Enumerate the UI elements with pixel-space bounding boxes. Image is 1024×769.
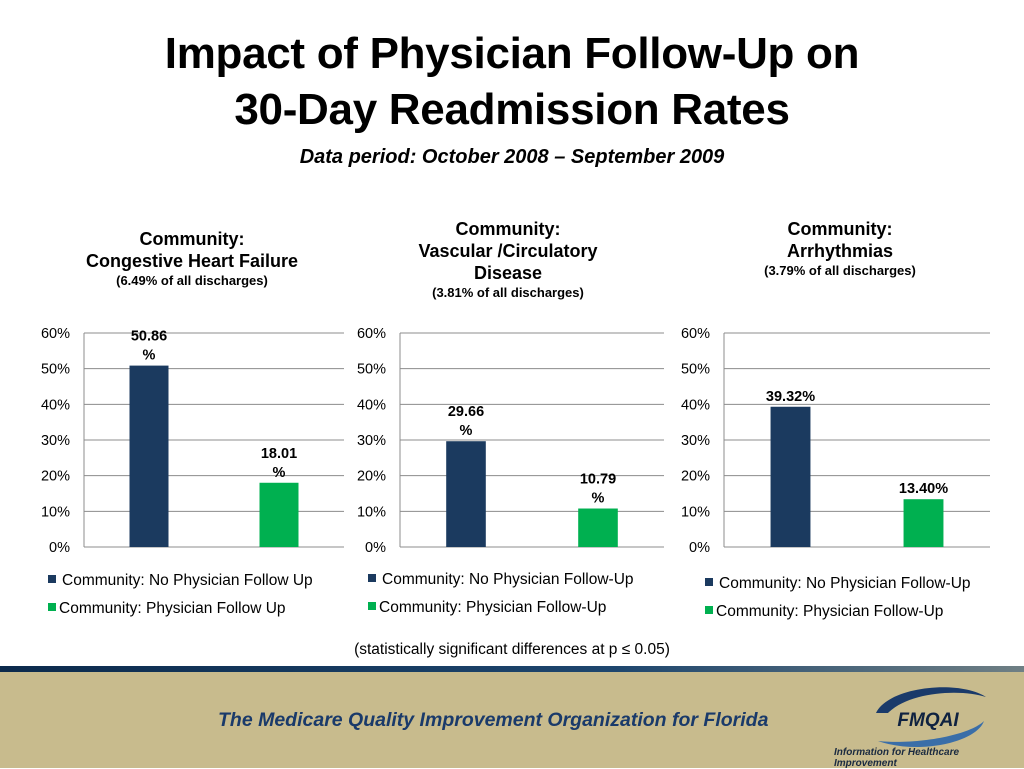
y-tick-label: 60% [681, 326, 710, 342]
panel-heading-line: Arrhythmias [786, 241, 894, 261]
panel-heading-vascular: Community: Vascular /Circulatory Disease… [378, 218, 638, 301]
legend-label: Community: Physician Follow Up [59, 600, 286, 617]
panel-heading-chf: Community: Congestive Heart Failure (6.4… [62, 228, 322, 289]
panel-heading-line: Vascular /Circulatory [418, 241, 598, 261]
bar [446, 441, 486, 547]
data-label: 50.86 [131, 329, 167, 345]
y-tick-label: 40% [357, 397, 386, 413]
footer-tagline: Information for Healthcare Improvement [834, 747, 960, 769]
slide-subtitle: Data period: October 2008 – September 20… [299, 146, 725, 168]
panel-discharge-share: (3.81% of all discharges) [432, 285, 584, 300]
y-tick-label: 0% [365, 540, 386, 556]
panel-heading-arrhythmias: Community: Arrhythmias (3.79% of all dis… [710, 218, 970, 279]
y-tick-label: 20% [41, 469, 70, 485]
panel-heading-line: Community: [139, 229, 245, 249]
panel-discharge-share: (3.79% of all discharges) [764, 263, 916, 278]
y-tick-label: 30% [357, 433, 386, 449]
legend-swatch-navy [368, 574, 376, 582]
legend-label: Community: Physician Follow-Up [379, 599, 607, 616]
data-label: % [592, 491, 605, 507]
panel-discharge-share: (6.49% of all discharges) [116, 273, 268, 288]
data-label: 39.32% [766, 389, 815, 405]
legend-item-no-follow-up: Community: No Physician Follow Up [48, 571, 313, 599]
y-tick-label: 20% [681, 469, 710, 485]
bar [129, 365, 169, 547]
legend-item-follow-up: Community: Physician Follow-Up [368, 598, 634, 626]
y-tick-label: 60% [41, 326, 70, 342]
y-tick-label: 0% [49, 540, 70, 556]
legend-item-follow-up: Community: Physician Follow-Up [705, 602, 971, 630]
legend-chf: Community: No Physician Follow Up Commun… [48, 571, 313, 627]
data-label: 29.66 [448, 404, 484, 420]
legend-label: Community: No Physician Follow-Up [382, 571, 634, 588]
legend-item-no-follow-up: Community: No Physician Follow-Up [705, 574, 971, 602]
legend-swatch-green [368, 602, 376, 610]
legend-vascular: Community: No Physician Follow-Up Commun… [368, 570, 634, 626]
footer-stripe [0, 666, 1024, 675]
footer-org-text: The Medicare Quality Improvement Organiz… [218, 709, 769, 731]
y-tick-label: 40% [681, 397, 710, 413]
data-label: % [273, 465, 286, 481]
slide-title: Impact of Physician Follow-Up on 30-Day … [0, 26, 1024, 138]
legend-swatch-green [705, 606, 713, 614]
bar [259, 482, 299, 547]
data-label: % [143, 348, 156, 364]
legend-item-follow-up: Community: Physician Follow Up [48, 599, 313, 627]
bar [903, 499, 944, 547]
panel-heading-line: Congestive Heart Failure [85, 251, 299, 271]
y-tick-label: 40% [41, 397, 70, 413]
data-label: 10.79 [580, 472, 616, 488]
y-tick-label: 60% [357, 326, 386, 342]
legend-label: Community: No Physician Follow Up [62, 572, 313, 589]
y-tick-label: 10% [357, 504, 386, 520]
data-label: 13.40% [899, 481, 948, 497]
panel-heading-line: Disease [473, 263, 543, 283]
panel-heading-line: Community: [787, 219, 893, 239]
y-tick-label: 50% [41, 362, 70, 378]
y-tick-label: 50% [681, 362, 710, 378]
fmqai-logo: FMQAI [876, 687, 986, 748]
y-tick-label: 20% [357, 469, 386, 485]
y-tick-label: 10% [681, 504, 710, 520]
data-label: 18.01 [261, 446, 297, 462]
bar [770, 406, 811, 547]
panel-heading-line: Community: [455, 219, 561, 239]
legend-label: Community: Physician Follow-Up [716, 603, 944, 620]
title-line-1: Impact of Physician Follow-Up on [164, 29, 860, 78]
legend-item-no-follow-up: Community: No Physician Follow-Up [368, 570, 634, 598]
y-tick-label: 30% [681, 433, 710, 449]
bar [578, 508, 618, 547]
legend-label: Community: No Physician Follow-Up [719, 575, 971, 592]
significance-note: (statistically significant differences a… [354, 641, 670, 658]
y-tick-label: 30% [41, 433, 70, 449]
y-tick-label: 50% [357, 362, 386, 378]
y-tick-label: 10% [41, 504, 70, 520]
logo-text: FMQAI [897, 710, 959, 731]
legend-swatch-navy [48, 575, 56, 583]
legend-swatch-navy [705, 578, 713, 586]
footer-band [0, 672, 1024, 768]
legend-swatch-green [48, 603, 56, 611]
legend-arrhythmias: Community: No Physician Follow-Up Commun… [705, 574, 971, 630]
data-label: % [460, 423, 473, 439]
title-line-2: 30-Day Readmission Rates [234, 85, 790, 134]
y-tick-label: 0% [689, 540, 710, 556]
